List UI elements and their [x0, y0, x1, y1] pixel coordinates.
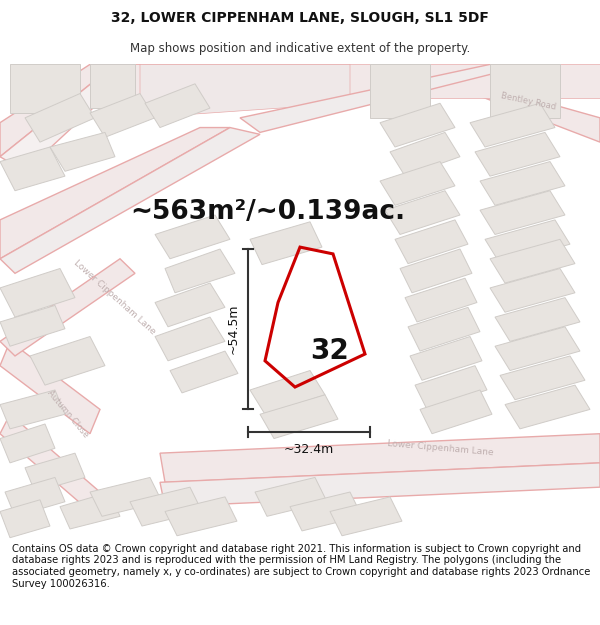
Polygon shape	[405, 278, 477, 322]
Text: ~54.5m: ~54.5m	[227, 304, 240, 354]
Text: Autumn Close: Autumn Close	[46, 389, 91, 440]
Polygon shape	[495, 327, 580, 371]
Text: Contains OS data © Crown copyright and database right 2021. This information is : Contains OS data © Crown copyright and d…	[12, 544, 590, 589]
Polygon shape	[90, 64, 600, 98]
Polygon shape	[415, 366, 487, 409]
Polygon shape	[260, 395, 338, 439]
Polygon shape	[505, 385, 590, 429]
Polygon shape	[165, 249, 235, 292]
Polygon shape	[485, 220, 570, 264]
Polygon shape	[155, 215, 230, 259]
Text: 32, LOWER CIPPENHAM LANE, SLOUGH, SL1 5DF: 32, LOWER CIPPENHAM LANE, SLOUGH, SL1 5D…	[111, 11, 489, 26]
Polygon shape	[155, 317, 225, 361]
Polygon shape	[0, 127, 230, 259]
Polygon shape	[30, 336, 105, 385]
Polygon shape	[0, 306, 65, 346]
Polygon shape	[480, 162, 565, 205]
Polygon shape	[420, 390, 492, 434]
Polygon shape	[380, 103, 455, 147]
Polygon shape	[25, 94, 95, 142]
Polygon shape	[140, 64, 350, 118]
Polygon shape	[170, 351, 238, 393]
Polygon shape	[390, 132, 460, 176]
Polygon shape	[400, 249, 472, 292]
Text: Bentley Road: Bentley Road	[500, 91, 556, 111]
Polygon shape	[0, 341, 100, 434]
Polygon shape	[250, 371, 325, 414]
Polygon shape	[160, 463, 600, 507]
Text: 32: 32	[311, 337, 349, 365]
Polygon shape	[330, 497, 402, 536]
Polygon shape	[0, 64, 115, 157]
Polygon shape	[290, 492, 362, 531]
Polygon shape	[0, 64, 140, 171]
Polygon shape	[0, 414, 100, 511]
Polygon shape	[475, 132, 560, 176]
Polygon shape	[145, 84, 210, 127]
Polygon shape	[380, 162, 455, 205]
Polygon shape	[385, 191, 460, 234]
Polygon shape	[0, 147, 65, 191]
Polygon shape	[470, 103, 555, 147]
Polygon shape	[480, 191, 565, 234]
Text: Lower Cippenham Lane: Lower Cippenham Lane	[73, 259, 158, 337]
Polygon shape	[5, 478, 65, 516]
Polygon shape	[500, 356, 585, 400]
Polygon shape	[50, 132, 115, 171]
Polygon shape	[0, 390, 65, 429]
Polygon shape	[410, 336, 482, 380]
Text: ~563m²/~0.139ac.: ~563m²/~0.139ac.	[130, 199, 405, 225]
Polygon shape	[395, 220, 468, 264]
Polygon shape	[155, 283, 225, 327]
Polygon shape	[240, 64, 530, 132]
Polygon shape	[490, 269, 575, 312]
Polygon shape	[490, 239, 575, 283]
Polygon shape	[255, 478, 327, 516]
Polygon shape	[0, 500, 50, 538]
Polygon shape	[0, 269, 75, 317]
Polygon shape	[0, 127, 260, 273]
Polygon shape	[0, 424, 55, 463]
Polygon shape	[10, 64, 80, 113]
Text: Map shows position and indicative extent of the property.: Map shows position and indicative extent…	[130, 42, 470, 55]
Polygon shape	[25, 453, 85, 492]
Text: ~32.4m: ~32.4m	[284, 443, 334, 456]
Polygon shape	[90, 94, 155, 138]
Polygon shape	[160, 434, 600, 482]
Polygon shape	[250, 222, 322, 264]
Polygon shape	[408, 308, 480, 351]
Polygon shape	[90, 478, 162, 516]
Polygon shape	[165, 497, 237, 536]
Polygon shape	[495, 298, 580, 341]
Polygon shape	[0, 259, 135, 356]
Text: Lower Cippenham Lane: Lower Cippenham Lane	[386, 439, 493, 458]
Polygon shape	[90, 64, 135, 108]
Polygon shape	[370, 64, 430, 118]
Polygon shape	[130, 487, 202, 526]
Polygon shape	[410, 64, 600, 142]
Polygon shape	[490, 64, 560, 118]
Polygon shape	[60, 492, 120, 529]
